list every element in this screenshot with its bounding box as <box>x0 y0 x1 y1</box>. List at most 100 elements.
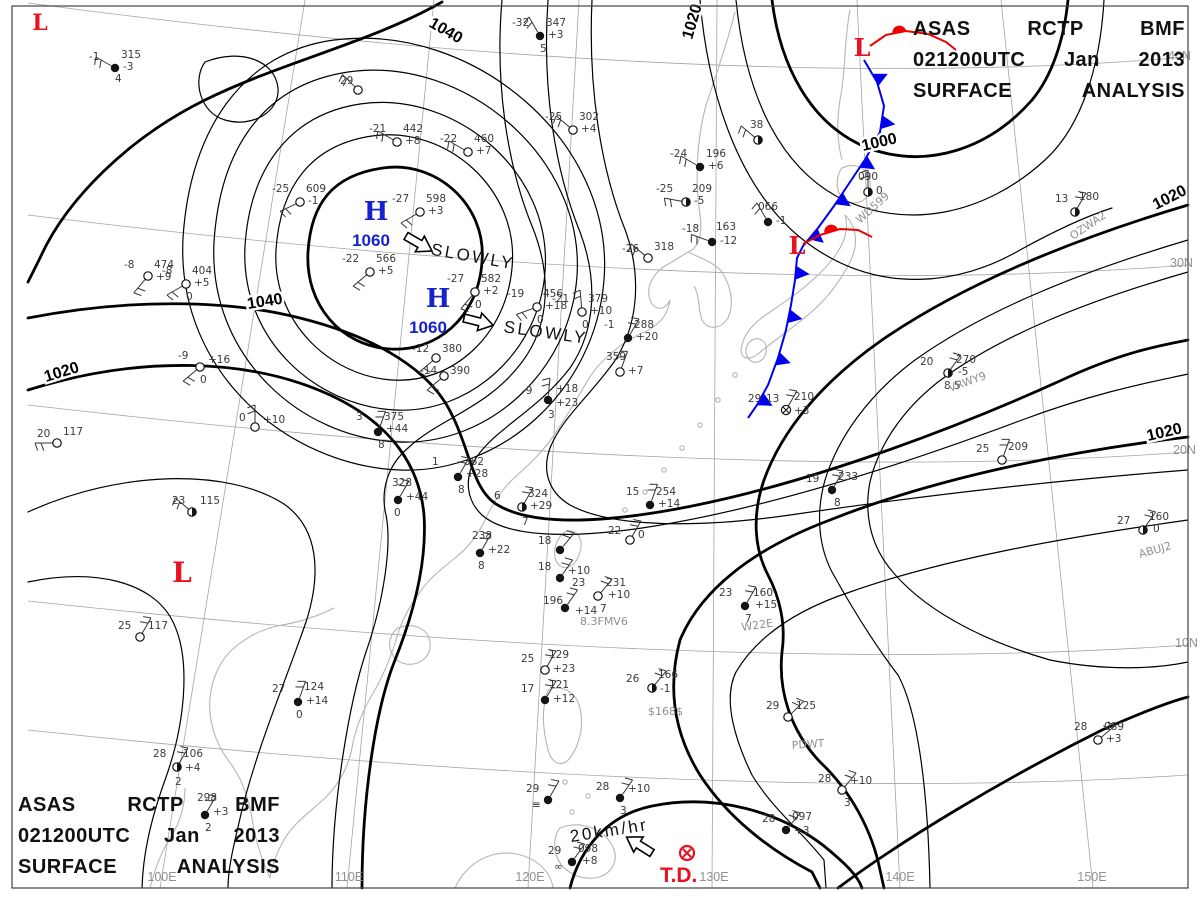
longitude-label: 120E <box>515 870 544 884</box>
tropical-depression-icon <box>678 844 696 862</box>
station-value: 25 <box>976 443 989 455</box>
wind-barb-tick <box>748 585 757 588</box>
coastline <box>389 625 431 665</box>
station-value: +4 <box>581 123 597 135</box>
isobar-line <box>867 271 1189 669</box>
wind-barb-shaft <box>352 274 367 287</box>
station-value: 302 <box>579 111 599 123</box>
station-value: +10 <box>263 414 285 426</box>
station-value: 324 <box>528 488 548 500</box>
coastline-layer <box>149 9 871 889</box>
station-plot: 15 254+14 <box>626 483 680 510</box>
station-symbol-clear <box>195 362 205 372</box>
station-plot: -8 474+9 <box>124 259 174 297</box>
wind-barb-tick <box>835 469 844 472</box>
wind-barb-tick <box>338 74 343 82</box>
longitude-label: 100E <box>147 870 176 884</box>
wind-barb-tick <box>789 389 798 392</box>
station-value: 18 <box>538 535 551 547</box>
station-plot: 29 ≡ <box>526 779 560 811</box>
station-plot: -1 315-34 <box>89 49 141 85</box>
station-value: 129 <box>549 649 569 661</box>
station-value: +23 <box>556 397 578 409</box>
wind-barb-shaft <box>182 369 197 382</box>
station-symbol-half-fill <box>1075 207 1080 217</box>
station-symbol-overcast <box>781 825 791 835</box>
station-value: 20 <box>920 356 933 368</box>
wind-barb-shaft <box>418 360 433 373</box>
station-value: +28 <box>466 468 488 480</box>
station-value: 315 <box>121 49 141 61</box>
wind-barb-shaft <box>299 681 306 698</box>
wind-barb-shaft <box>178 747 189 764</box>
coastline <box>745 338 767 363</box>
wind-barb-tick <box>140 621 149 624</box>
station-value: +3 <box>794 825 809 837</box>
station-plot: 13 180 <box>1055 191 1099 217</box>
station-value: 379 <box>588 293 608 305</box>
station-plot: -22 460+7 <box>440 133 494 157</box>
station-value: 28 <box>762 813 775 825</box>
station-plot: 28 089+3 <box>1074 721 1124 745</box>
isobar-line <box>699 0 1113 280</box>
isobar-line <box>182 37 606 471</box>
wind-barb-tick <box>483 532 492 535</box>
station-value: 380 <box>442 343 462 355</box>
wind-barb-tick <box>548 784 557 787</box>
low-center-symbol: L <box>854 33 871 62</box>
title-line-1: ASAS RCTP BMF <box>18 794 280 816</box>
wind-barb-tick <box>604 575 613 580</box>
station-plot: 18 <box>538 529 575 555</box>
station-symbol-half-fill <box>522 502 527 512</box>
wind-barb-tick <box>684 158 687 167</box>
wind-barb-tick <box>171 497 176 506</box>
station-value: 196 <box>543 595 563 607</box>
station-symbol-clear <box>365 267 375 277</box>
wind-barb-tick <box>405 219 413 226</box>
station-symbol-clear <box>415 207 425 217</box>
high-center-value: 1060 <box>409 318 447 337</box>
high-center-value: 1060 <box>352 231 390 250</box>
station-value: 3 <box>356 411 363 423</box>
station-value: +2 <box>483 285 498 297</box>
wind-barb-tick <box>400 222 408 229</box>
movement-arrow-icon <box>402 231 434 253</box>
station-plot: 28 +103 <box>596 777 650 817</box>
wind-barb-tick <box>431 385 439 391</box>
wind-barb-tick <box>342 78 348 87</box>
title-line-2: 021200UTC Jan 2013 <box>18 825 280 847</box>
isobar-line <box>729 519 1189 889</box>
station-plot: 298 +32 <box>197 792 228 834</box>
station-symbol-clear <box>783 712 793 722</box>
station-plot: 3 375+448 <box>356 410 408 451</box>
wind-barb-shaft <box>787 390 798 407</box>
station-value: +14 <box>658 498 680 510</box>
wind-barb-tick <box>285 208 292 215</box>
isobar-line <box>306 165 484 351</box>
wind-barb-shaft <box>833 470 844 487</box>
wind-barb-tick <box>515 314 522 321</box>
isobar-line <box>672 435 1190 890</box>
wind-barb-shaft <box>1145 511 1157 527</box>
wind-barb-tick <box>143 616 152 619</box>
station-value: 17 <box>521 683 534 695</box>
longitude-line <box>346 0 435 889</box>
chart-title-bottom-left: ASAS RCTP BMF 021200UTC Jan 2013 SURFACE… <box>18 790 280 883</box>
wind-barb-shaft <box>579 290 583 308</box>
wind-barb-tick <box>176 501 181 510</box>
wind-barb-tick <box>679 155 682 164</box>
isobar-line <box>568 800 864 890</box>
station-value: -5 <box>958 366 968 378</box>
station-symbol-clear <box>1093 735 1103 745</box>
station-symbol-half-fill <box>1143 525 1148 535</box>
station-value: 288 <box>634 319 654 331</box>
tropical-depression-icon-x2 <box>682 848 692 858</box>
wind-barb-tick <box>34 442 39 451</box>
station-symbol-overcast <box>453 472 463 482</box>
station-value: +16 <box>208 354 230 366</box>
station-symbol-overcast <box>623 333 633 343</box>
station-value: 0 <box>186 291 193 303</box>
longitude-line <box>159 0 306 889</box>
station-value: +10 <box>568 565 590 577</box>
